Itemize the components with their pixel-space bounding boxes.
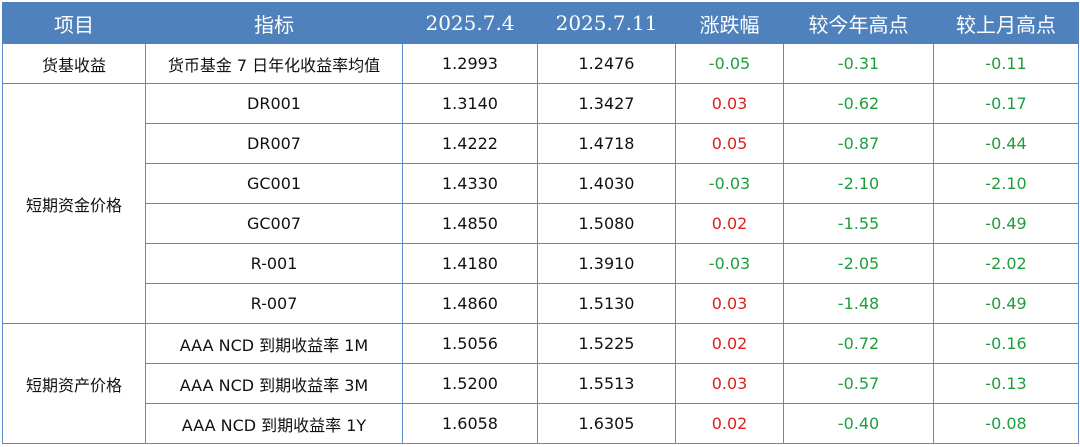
- table-row: AAA NCD 到期收益率 1Y 1.6058 1.6305 0.02 -0.40 -0.…: [3, 403, 1079, 444]
- change-cell: -0.03: [675, 163, 784, 204]
- vs-month-high-cell: -2.10: [933, 163, 1079, 204]
- change-cell: 0.02: [675, 323, 784, 364]
- indicator-cell: R-007: [145, 283, 403, 324]
- vs-month-high-cell: -0.11: [933, 43, 1079, 84]
- value-date-1-cell: 1.4860: [402, 283, 538, 324]
- change-cell: 0.03: [675, 363, 784, 404]
- table-row: 短期资产价格 AAA NCD 到期收益率 1M 1.5056 1.5225 0.02 -0…: [2, 323, 1079, 444]
- table-row: 短期资金价格 DR001 1.3140 1.3427 0.03 -0.62 -0.17: [2, 83, 1079, 324]
- change-cell: 0.03: [675, 283, 784, 324]
- indicator-cell: R-001: [145, 243, 403, 284]
- vs-year-high-cell: -0.72: [783, 323, 934, 364]
- value-date-2-cell: 1.4718: [537, 123, 676, 164]
- vs-month-high-cell: -0.49: [933, 203, 1079, 244]
- table-row: 货基收益 货币基金 7 日年化收益率均值 1.2993 1.2476 -0.05 -0.3…: [2, 43, 1079, 84]
- value-date-2-cell: 1.6305: [537, 403, 676, 444]
- indicator-cell: AAA NCD 到期收益率 1Y: [145, 403, 403, 444]
- indicator-cell: AAA NCD 到期收益率 3M: [145, 363, 403, 404]
- change-cell: 0.05: [675, 123, 784, 164]
- value-date-1-cell: 1.4330: [402, 163, 538, 204]
- value-date-1-cell: 1.3140: [402, 83, 538, 124]
- vs-year-high-cell: -0.31: [783, 43, 934, 84]
- table-row: DR007 1.4222 1.4718 0.05 -0.87 -0.44: [3, 123, 1079, 164]
- indicator-cell: GC001: [145, 163, 403, 204]
- value-date-1-cell: 1.4180: [402, 243, 538, 284]
- change-cell: 0.02: [675, 203, 784, 244]
- vs-month-high-cell: -0.13: [933, 363, 1079, 404]
- table-row: R-007 1.4860 1.5130 0.03 -1.48 -0.49: [3, 283, 1079, 324]
- table-row: AAA NCD 到期收益率 3M 1.5200 1.5513 0.03 -0.57 -0.…: [3, 363, 1079, 404]
- indicator-cell: 货币基金 7 日年化收益率均值: [145, 43, 403, 84]
- value-date-2-cell: 1.3910: [537, 243, 676, 284]
- change-cell: -0.03: [675, 243, 784, 284]
- indicator-cell: GC007: [145, 203, 403, 244]
- change-cell: 0.02: [675, 403, 784, 444]
- header-indicator: 指标: [145, 2, 403, 44]
- vs-month-high-cell: -0.08: [933, 403, 1079, 444]
- header-vs-year-high: 较今年高点: [783, 2, 934, 44]
- vs-month-high-cell: -2.02: [933, 243, 1079, 284]
- table-row: R-001 1.4180 1.3910 -0.03 -2.05 -2.02: [3, 243, 1079, 284]
- vs-month-high-cell: -0.44: [933, 123, 1079, 164]
- value-date-2-cell: 1.2476: [537, 43, 676, 84]
- vs-month-high-cell: -0.17: [933, 83, 1079, 124]
- value-date-1-cell: 1.2993: [402, 43, 538, 84]
- vs-year-high-cell: -1.55: [783, 203, 934, 244]
- category-cell: 短期资产价格: [2, 323, 146, 444]
- vs-year-high-cell: -0.87: [783, 123, 934, 164]
- vs-year-high-cell: -1.48: [783, 283, 934, 324]
- vs-year-high-cell: -2.05: [783, 243, 934, 284]
- indicator-cell: DR007: [145, 123, 403, 164]
- vs-month-high-cell: -0.49: [933, 283, 1079, 324]
- value-date-2-cell: 1.5225: [537, 323, 676, 364]
- header-vs-month-high: 较上月高点: [933, 2, 1079, 44]
- category-cell: 货基收益: [2, 43, 146, 84]
- table-row: GC001 1.4330 1.4030 -0.03 -2.10 -2.10: [3, 163, 1079, 204]
- indicator-cell: DR001: [145, 83, 403, 124]
- header-date-1: 2025.7.4: [402, 2, 538, 44]
- table-row: GC007 1.4850 1.5080 0.02 -1.55 -0.49: [3, 203, 1079, 244]
- vs-year-high-cell: -0.57: [783, 363, 934, 404]
- value-date-2-cell: 1.3427: [537, 83, 676, 124]
- vs-year-high-cell: -2.10: [783, 163, 934, 204]
- header-date-2: 2025.7.11: [537, 2, 676, 44]
- vs-year-high-cell: -0.40: [783, 403, 934, 444]
- value-date-1-cell: 1.6058: [402, 403, 538, 444]
- vs-month-high-cell: -0.16: [933, 323, 1079, 364]
- header-row: 项目 指标 2025.7.4 2025.7.11 涨跌幅 较今年高点 较上月高点: [2, 2, 1079, 44]
- category-cell: 短期资金价格: [2, 83, 146, 324]
- value-date-2-cell: 1.5513: [537, 363, 676, 404]
- value-date-2-cell: 1.4030: [537, 163, 676, 204]
- value-date-1-cell: 1.5200: [402, 363, 538, 404]
- vs-year-high-cell: -0.62: [783, 83, 934, 124]
- value-date-1-cell: 1.4850: [402, 203, 538, 244]
- value-date-2-cell: 1.5130: [537, 283, 676, 324]
- header-change: 涨跌幅: [675, 2, 784, 44]
- header-category: 项目: [2, 2, 146, 44]
- indicator-cell: AAA NCD 到期收益率 1M: [145, 323, 403, 364]
- value-date-1-cell: 1.5056: [402, 323, 538, 364]
- value-date-1-cell: 1.4222: [402, 123, 538, 164]
- value-date-2-cell: 1.5080: [537, 203, 676, 244]
- table-body: 货基收益 货币基金 7 日年化收益率均值 1.2993 1.2476 -0.05 -0.3…: [2, 43, 1079, 444]
- change-cell: 0.03: [675, 83, 784, 124]
- change-cell: -0.05: [675, 43, 784, 84]
